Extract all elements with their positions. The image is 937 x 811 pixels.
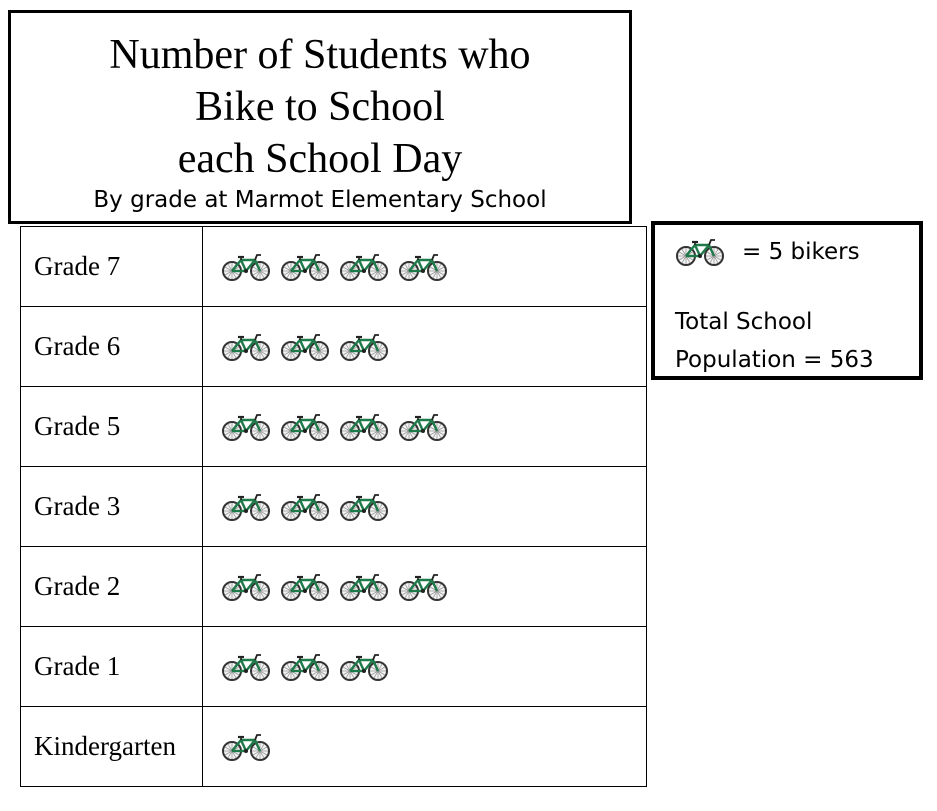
bicycle-icon <box>280 572 330 602</box>
row-symbols <box>202 466 647 547</box>
chart-title-line-1: Number of Students who <box>109 32 531 78</box>
bicycle-icon <box>280 412 330 442</box>
legend-key-row: = 5 bikers <box>675 237 860 267</box>
table-row: Grade 6 <box>20 306 647 387</box>
legend-key-box: = 5 bikers Total School Population = 563 <box>651 221 923 380</box>
bicycle-icon <box>339 572 389 602</box>
row-label: Grade 6 <box>20 306 203 387</box>
row-symbols <box>202 306 647 387</box>
bicycle-icon <box>339 332 389 362</box>
pictograph-table: Grade 7 Grade 6 Grade 5 Grade 3 Grade 2 Grade… <box>20 226 647 787</box>
bicycle-icon <box>221 412 271 442</box>
bicycle-icon <box>221 492 271 522</box>
row-symbols <box>202 386 647 467</box>
chart-subtitle: By grade at Marmot Elementary School <box>93 187 547 213</box>
bicycle-icon <box>339 412 389 442</box>
table-row: Grade 3 <box>20 466 647 547</box>
row-symbols <box>202 546 647 627</box>
chart-title-line-2: Bike to School <box>195 84 445 130</box>
row-symbols <box>202 626 647 707</box>
total-line-1: Total School <box>675 309 813 335</box>
row-label: Grade 2 <box>20 546 203 627</box>
bicycle-icon <box>221 572 271 602</box>
row-symbols <box>202 226 647 307</box>
bicycle-icon <box>339 652 389 682</box>
total-population: Total School Population = 563 <box>675 303 915 376</box>
table-row: Grade 5 <box>20 386 647 467</box>
bicycle-icon <box>675 237 725 267</box>
row-label: Kindergarten <box>20 706 203 787</box>
table-row: Grade 7 <box>20 226 647 307</box>
table-row: Grade 2 <box>20 546 647 627</box>
bicycle-icon <box>398 572 448 602</box>
row-label: Grade 1 <box>20 626 203 707</box>
bicycle-icon <box>280 652 330 682</box>
row-symbols <box>202 706 647 787</box>
bicycle-icon <box>221 652 271 682</box>
bicycle-icon <box>280 492 330 522</box>
bicycle-icon <box>280 332 330 362</box>
table-row: Kindergarten <box>20 706 647 787</box>
bicycle-icon <box>339 252 389 282</box>
table-row: Grade 1 <box>20 626 647 707</box>
row-label: Grade 3 <box>20 466 203 547</box>
pictograph-body: Grade 7 Grade 6 Grade 5 Grade 3 Grade 2 Grade… <box>20 226 647 787</box>
bicycle-icon <box>398 252 448 282</box>
row-label: Grade 7 <box>20 226 203 307</box>
row-label: Grade 5 <box>20 386 203 467</box>
bicycle-icon <box>221 732 271 762</box>
total-line-2: Population = 563 <box>675 347 874 373</box>
bicycle-icon <box>221 332 271 362</box>
chart-title-box: Number of Students who Bike to School ea… <box>8 10 632 224</box>
bicycle-icon <box>221 252 271 282</box>
bicycle-icon <box>280 252 330 282</box>
chart-title-line-3: each School Day <box>177 136 463 182</box>
bicycle-icon <box>339 492 389 522</box>
bicycle-icon <box>398 412 448 442</box>
legend-key-text: = 5 bikers <box>742 239 860 265</box>
